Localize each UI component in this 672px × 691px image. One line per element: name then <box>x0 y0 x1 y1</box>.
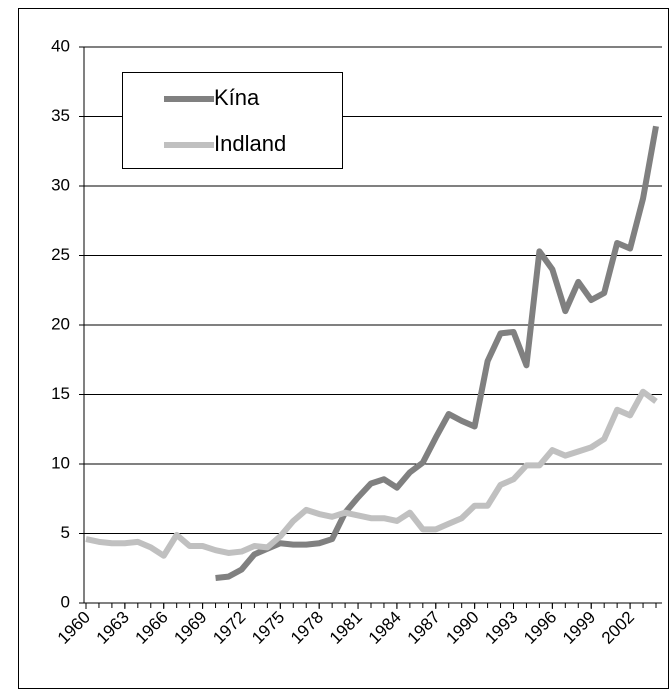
y-tick-label: 40 <box>51 36 70 55</box>
y-tick-label: 10 <box>51 453 70 472</box>
y-tick-label: 20 <box>51 314 70 333</box>
y-tick-label: 35 <box>51 106 70 125</box>
chart-frame <box>18 8 669 689</box>
series-line <box>215 125 659 581</box>
y-tick-label: 0 <box>61 592 70 611</box>
legend-label: Indland <box>214 131 286 156</box>
legend-label: Kína <box>214 85 260 110</box>
y-tick-label: 25 <box>51 245 70 264</box>
y-tick-label: 30 <box>51 175 70 194</box>
series-line <box>85 388 658 559</box>
y-tick-label: 5 <box>61 523 70 542</box>
legend-box <box>122 72 343 169</box>
y-tick-label: 15 <box>51 384 70 403</box>
